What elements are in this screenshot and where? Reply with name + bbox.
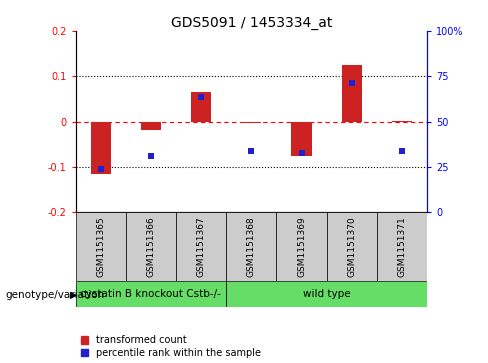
Bar bbox=[76, 212, 126, 281]
Bar bbox=[377, 212, 427, 281]
Bar bbox=[126, 212, 176, 281]
Bar bbox=[141, 122, 161, 130]
Bar bbox=[326, 212, 377, 281]
Bar bbox=[91, 122, 111, 174]
Text: GSM1151367: GSM1151367 bbox=[197, 216, 205, 277]
Bar bbox=[226, 212, 276, 281]
Bar bbox=[76, 281, 226, 307]
Bar bbox=[191, 92, 211, 122]
Bar bbox=[176, 212, 226, 281]
Bar bbox=[226, 281, 427, 307]
Bar bbox=[276, 212, 326, 281]
Text: GSM1151366: GSM1151366 bbox=[146, 216, 156, 277]
Text: GSM1151368: GSM1151368 bbox=[247, 216, 256, 277]
Text: cystatin B knockout Cstb-/-: cystatin B knockout Cstb-/- bbox=[81, 289, 222, 299]
Bar bbox=[342, 65, 362, 122]
Title: GDS5091 / 1453334_at: GDS5091 / 1453334_at bbox=[171, 16, 332, 30]
Text: GSM1151369: GSM1151369 bbox=[297, 216, 306, 277]
Text: wild type: wild type bbox=[303, 289, 350, 299]
Text: GSM1151371: GSM1151371 bbox=[397, 216, 407, 277]
Text: genotype/variation: genotype/variation bbox=[5, 290, 104, 300]
Legend: transformed count, percentile rank within the sample: transformed count, percentile rank withi… bbox=[81, 335, 261, 358]
Bar bbox=[392, 121, 412, 122]
Bar bbox=[291, 122, 311, 156]
Text: ▶: ▶ bbox=[70, 290, 77, 300]
Text: GSM1151365: GSM1151365 bbox=[96, 216, 105, 277]
Text: GSM1151370: GSM1151370 bbox=[347, 216, 356, 277]
